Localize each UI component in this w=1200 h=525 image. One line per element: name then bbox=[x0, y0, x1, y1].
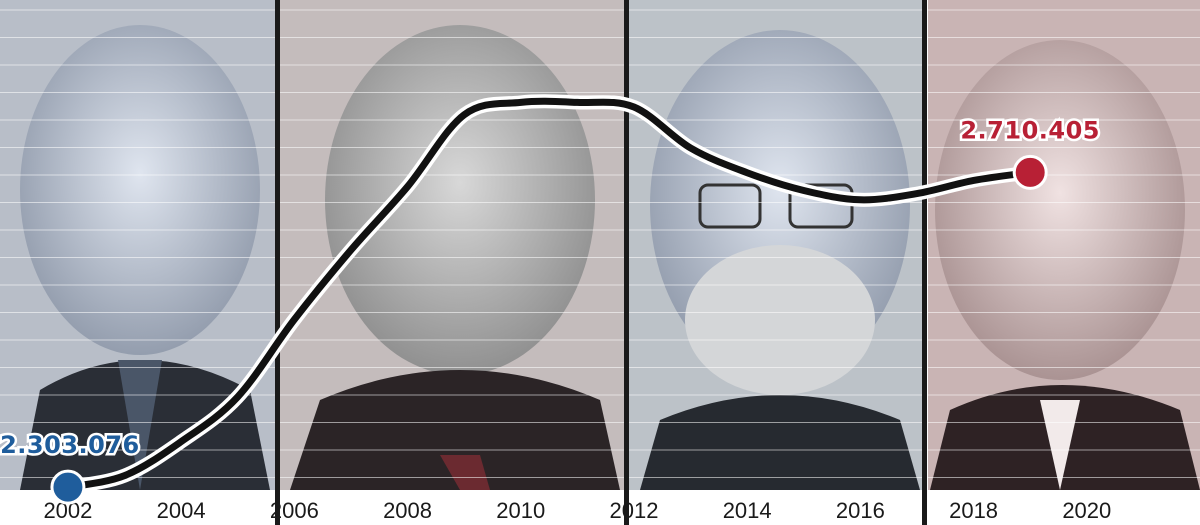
portrait-panel-3 bbox=[628, 0, 924, 490]
series-line bbox=[64, 97, 1034, 491]
end-point-marker bbox=[1012, 154, 1048, 190]
series-layer bbox=[50, 94, 1048, 505]
x-tick-label: 2014 bbox=[723, 498, 772, 523]
x-tick-label: 2010 bbox=[496, 498, 545, 523]
value-labels: 2.303.076 2.710.405 bbox=[0, 114, 1102, 462]
x-tick-label: 2020 bbox=[1062, 498, 1111, 523]
x-tick-label: 2018 bbox=[949, 498, 998, 523]
portrait-panel-2 bbox=[279, 0, 624, 490]
x-tick-label: 2004 bbox=[157, 498, 206, 523]
x-tick-label: 2016 bbox=[836, 498, 885, 523]
gridlines bbox=[0, 9, 1200, 478]
portrait-panel-4 bbox=[928, 0, 1200, 490]
portrait-panel-1 bbox=[0, 0, 276, 490]
start-value-label: 2.303.076 bbox=[0, 431, 140, 459]
start-point-marker bbox=[50, 469, 86, 505]
end-value-label: 2.710.405 bbox=[960, 116, 1100, 144]
x-tick-label: 2012 bbox=[609, 498, 658, 523]
panel-dividers bbox=[275, 0, 927, 525]
x-tick-label: 2008 bbox=[383, 498, 432, 523]
x-tick-label: 2006 bbox=[270, 498, 319, 523]
